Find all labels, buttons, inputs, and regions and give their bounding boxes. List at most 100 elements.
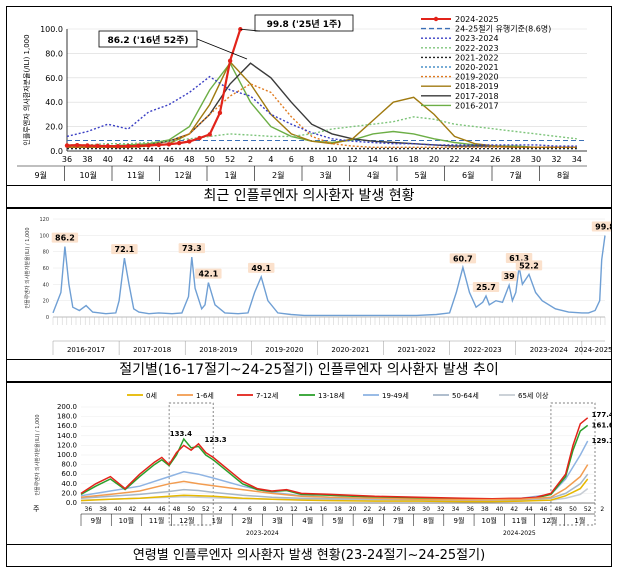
chart1-xtick-label: 12: [347, 155, 357, 164]
chart1-callout-label: 86.2 ('16년 52주): [107, 34, 188, 46]
chart2-caption: 절기별(16-17절기~24-25절기) 인플루엔자 의사환자 발생 추이: [6, 359, 612, 382]
chart3-xtick-label: 44: [143, 506, 151, 513]
chart1-series-point: [115, 144, 121, 149]
chart2-svg: 0 20 40 60 80 100 120 인플루엔자 의사환자분율(ILI) / 1,000…: [24, 217, 619, 355]
chart3-xtick-label: 36: [466, 506, 474, 513]
chart1-xtick-label: 52: [225, 155, 235, 164]
chart2-season-label: 2023-2024: [530, 346, 569, 354]
chart3-xtick-label: 50: [569, 506, 577, 513]
chart3-legend-label: 13-18세: [318, 391, 345, 400]
chart3-legend-label: 0세: [146, 391, 157, 400]
chart3-ytick-label: 120.0: [57, 441, 77, 449]
chart3-xtick-label: 2: [219, 506, 223, 513]
chart1-ylabel: 인플루엔자 의사환자분율(/ILI) 1,000: [22, 34, 31, 145]
chart2-peak-label-bg: [248, 262, 275, 273]
chart3-month-label: 4월: [302, 516, 313, 525]
chart3-legend-label: 7-12세: [256, 391, 278, 400]
chart1-xtick-label: 24: [470, 155, 480, 164]
chart1-month-label: 6월: [462, 170, 474, 180]
chart1-series-point: [85, 143, 90, 148]
chart1-callout-leader: [196, 38, 248, 60]
chart1-legend-marker: [433, 16, 439, 22]
chart3-peak-label: 161.6: [592, 421, 611, 429]
chart3-xtick-label: 46: [540, 506, 548, 513]
chart1-series-point: [166, 142, 172, 147]
chart1-legend-label: 2024-2025: [455, 15, 499, 24]
chart2-peak-label-bg: [178, 243, 206, 254]
chart1-xtick-label: 14: [368, 155, 378, 164]
chart1-series-point: [187, 139, 192, 144]
chart1-xtick-label: 48: [184, 155, 194, 164]
chart3-xtick-label: 6: [248, 506, 252, 513]
chart3-xtick-label: 42: [129, 506, 137, 513]
chart2-peak-label: 42.1: [198, 270, 218, 279]
chart3-month-label: 9월: [91, 516, 102, 525]
chart2-peak-label-bg: [195, 268, 222, 279]
chart1-ytick-label: 0.0: [50, 147, 63, 156]
chart1-month-label: 9월: [35, 170, 47, 180]
chart3-xtick-label: 34: [452, 506, 460, 513]
chart3-ytick-label: 60.0: [61, 470, 77, 478]
chart3-xtick-label: 4: [233, 506, 237, 513]
chart3-month-label: 10월: [119, 516, 134, 525]
chart3-xtick-label: 48: [554, 506, 562, 513]
chart3-peak-label: 129.1: [592, 437, 611, 445]
chart1-xtick-label: 40: [103, 155, 113, 164]
chart3-xtick-label: 52: [202, 506, 210, 513]
chart1-series-point: [176, 140, 182, 146]
chart1-series-point: [146, 143, 151, 148]
chart3-season-label: 2024-2025: [503, 530, 536, 537]
chart2-panel: 0 20 40 60 80 100 120 인플루엔자 의사환자분율(ILI) / 1,000…: [6, 208, 619, 360]
chart1-legend-label: 2022-2023: [455, 44, 499, 53]
chart2-peak-label: 25.7: [476, 283, 496, 292]
chart3-month-label: 6월: [363, 516, 374, 525]
chart1-series-point: [64, 143, 70, 148]
chart1-month-label: 11월: [127, 170, 145, 180]
chart2-ytick-label: 100: [39, 233, 49, 239]
chart3-xtick-label: 24: [378, 506, 386, 513]
chart1-xtick-label: 36: [62, 155, 72, 164]
chart2-ytick-label: 60: [43, 266, 49, 272]
chart1-month-label: 12월: [174, 170, 192, 180]
chart1-month-label: 2월: [272, 170, 284, 180]
chart1-series-point: [136, 143, 141, 148]
chart1-series-point: [227, 58, 233, 64]
chart1-xtick-label: 42: [123, 155, 133, 164]
chart1-xtick-label: 22: [449, 155, 459, 164]
chart1-ytick-label: 60.0: [45, 74, 63, 83]
chart3-month-label: 3월: [272, 516, 283, 525]
chart1-ytick-label: 80.0: [45, 49, 63, 58]
chart1-xtick-label: 2: [248, 155, 253, 164]
chart1-month-label: 10월: [79, 170, 97, 180]
chart1-svg: 0.0 20.0 40.0 60.0 80.0 100.0 인플루엔자 의사환자분율(/IL…: [17, 14, 587, 181]
chart3-highlight-box: [550, 402, 596, 526]
chart1-series-line: [67, 116, 577, 146]
chart3-ytick-label: 20.0: [61, 489, 77, 497]
chart3-xtick-label: 38: [481, 506, 489, 513]
chart1-series-point: [156, 142, 161, 148]
chart3-xtick-label: 32: [437, 506, 445, 513]
chart2-peak-label-bg: [51, 232, 79, 243]
chart1-series-line: [67, 62, 577, 148]
chart3-xtick-label: 36: [85, 506, 93, 513]
chart3-ytick-label: 0.0: [66, 499, 77, 507]
chart1-month-label: 5월: [415, 170, 427, 180]
chart1-callout-box: [254, 14, 354, 32]
chart1-xtick-label: 4: [268, 155, 273, 164]
chart2-ytick-label: 40: [43, 282, 49, 288]
chart3-ytick-label: 40.0: [61, 480, 77, 488]
chart3-series-line: [80, 478, 589, 503]
chart1-xtick-label: 30: [531, 155, 541, 164]
chart2-ytick-label: 20: [43, 299, 49, 305]
chart1-legend-label: 2018-2019: [455, 82, 499, 91]
chart2-peak-label: 73.3: [182, 244, 202, 253]
chart1-xtick-label: 8: [309, 155, 314, 164]
chart3-ytick-label: 140.0: [57, 432, 77, 440]
chart3-series-line: [80, 417, 589, 500]
chart1-xtick-label: 38: [82, 155, 92, 164]
chart3-month-label: 9월: [453, 516, 464, 525]
chart3-peak-label: 133.4: [170, 430, 192, 438]
chart3-highlight-box: [168, 402, 214, 526]
chart2-peak-label: 52.2: [519, 261, 539, 270]
chart2-ytick-label: 120: [39, 217, 49, 223]
